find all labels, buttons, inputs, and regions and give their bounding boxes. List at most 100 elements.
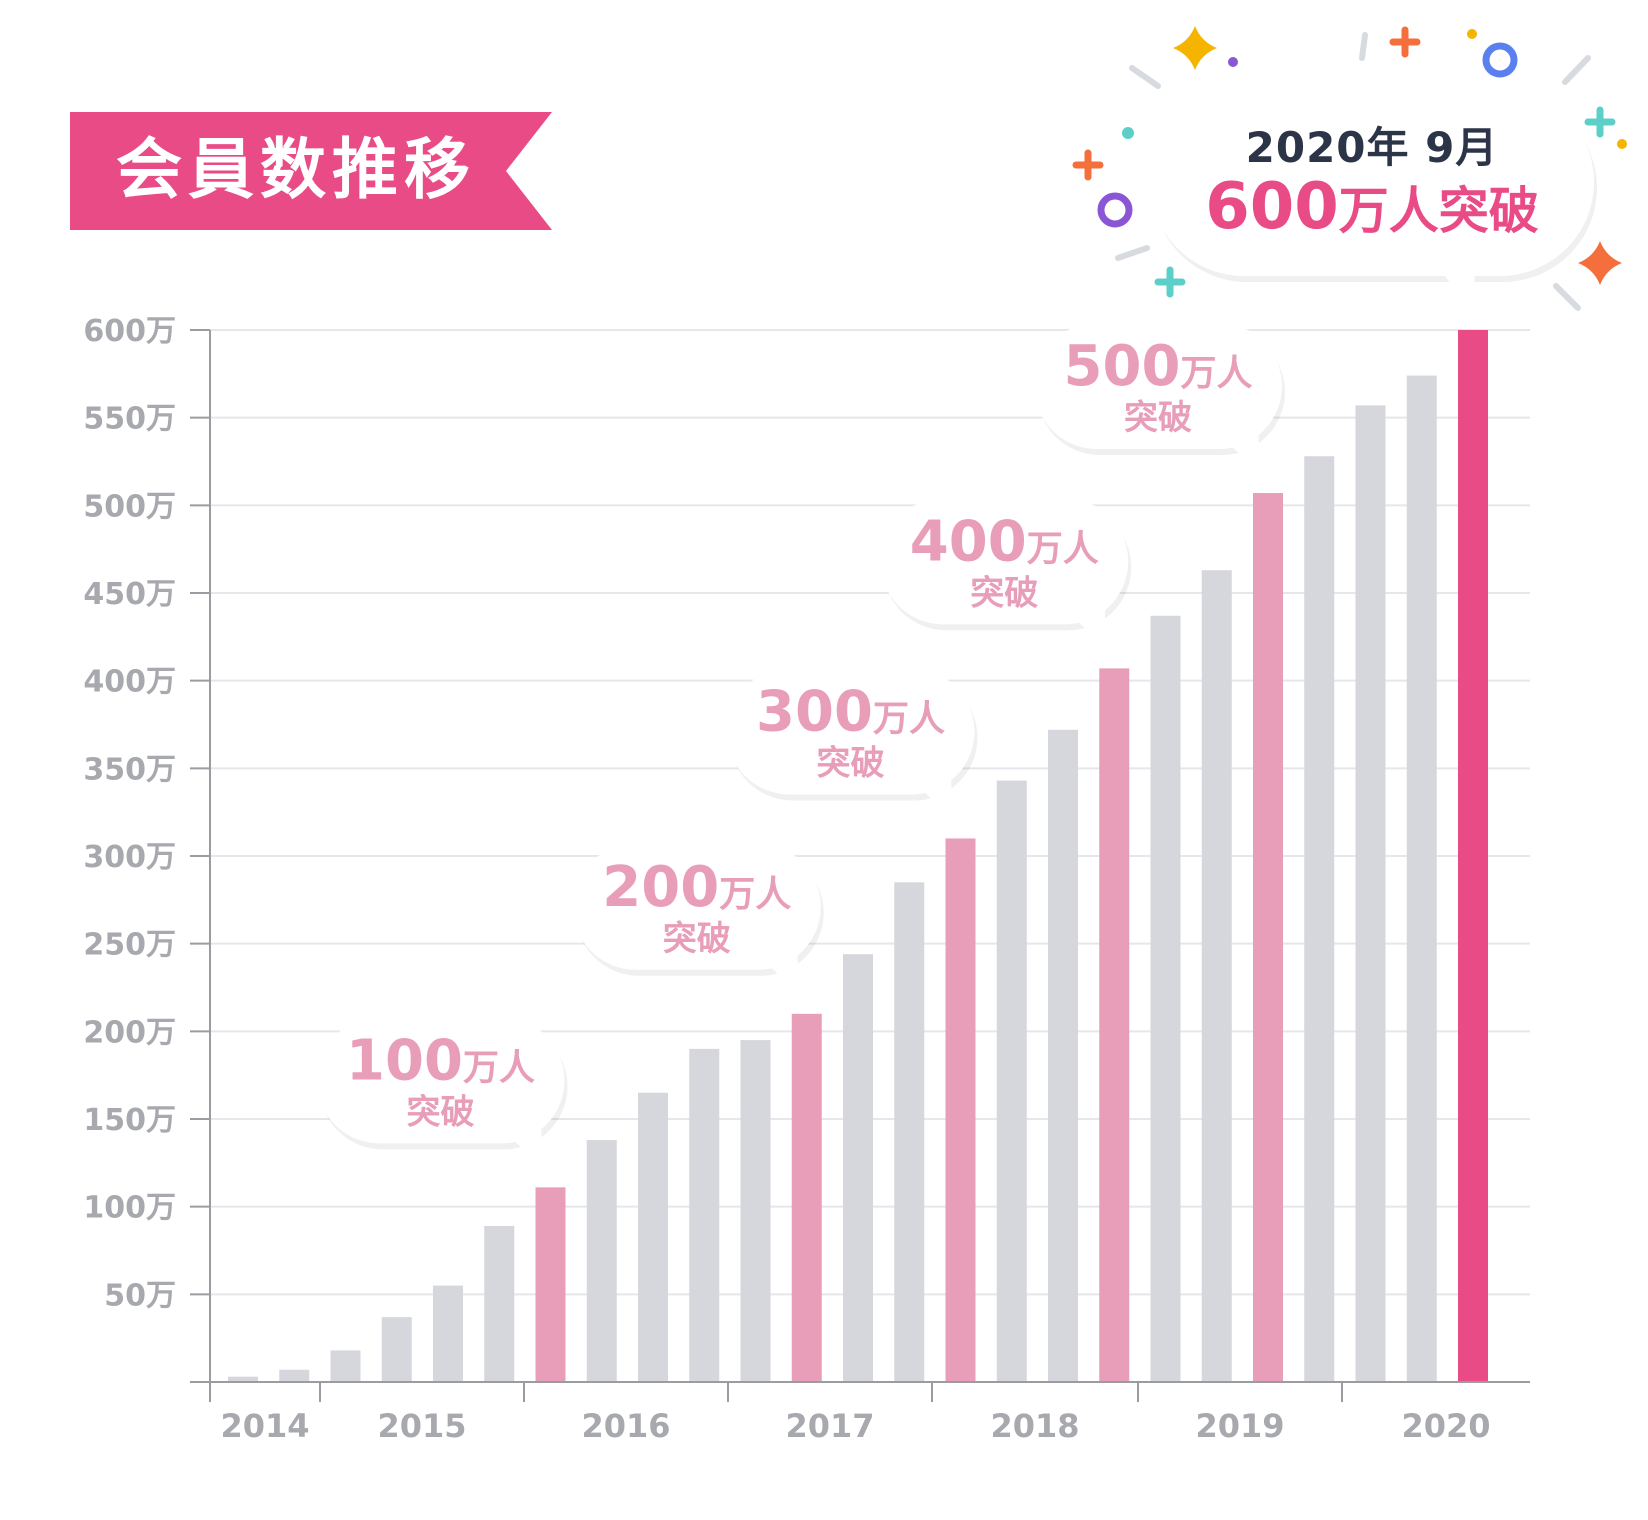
y-tick-label: 300万 [83, 840, 176, 875]
milestone-sublabel: 突破 [407, 1092, 475, 1132]
milestone-label: 200万人 [602, 855, 791, 920]
x-axis: 2014 2015 2016 2017 2018 2019 2020 [190, 1381, 1530, 1445]
bar [433, 1285, 463, 1382]
bar [689, 1048, 720, 1382]
headline-main: 600万人突破 [1150, 170, 1594, 244]
bar [638, 1092, 668, 1382]
bubble-body [726, 668, 975, 795]
x-tick-label: 2014 [220, 1407, 309, 1445]
headline-callout: 2020年 9月 600万人突破 [1150, 88, 1594, 276]
milestone-unit: 万人 [1027, 528, 1099, 569]
bar [1406, 375, 1437, 1382]
x-tick-label: 2017 [785, 1407, 874, 1445]
milestone-sublabel: 突破 [1124, 398, 1192, 438]
milestone-sublabel: 突破 [970, 573, 1038, 613]
milestone-number: 500 [1064, 334, 1181, 399]
dot-icon [1122, 127, 1134, 139]
milestone-label: 400万人 [910, 509, 1099, 574]
burst-line [1359, 32, 1368, 61]
bubble-body [1034, 323, 1282, 450]
x-tick-label: 2016 [581, 1407, 670, 1445]
y-tick-label: 100万 [83, 1191, 176, 1226]
ring-icon [1097, 192, 1133, 228]
y-tick-label: 200万 [83, 1015, 176, 1050]
y-tick-label: 600万 [83, 314, 176, 349]
bar [381, 1317, 412, 1382]
bar [484, 1225, 515, 1382]
milestone-unit: 万人 [719, 874, 791, 915]
dot-icon [1467, 29, 1477, 39]
burst-line [1115, 245, 1150, 261]
bar [1201, 570, 1232, 1382]
milestone-number: 400 [910, 509, 1027, 574]
dot-icon [1617, 139, 1627, 149]
headline-bubble-body [1150, 88, 1594, 276]
milestone-sublabel: 突破 [817, 743, 885, 783]
x-tick-label: 2019 [1195, 1407, 1284, 1445]
ring-icon [1482, 42, 1518, 78]
milestone-unit: 万人 [463, 1047, 535, 1088]
y-tick-label: 350万 [83, 752, 176, 787]
bubble-body [572, 843, 821, 970]
milestone-number: 200 [602, 855, 719, 920]
bar-milestone [535, 1187, 566, 1382]
y-axis: 50万 100万 150万 200万 250万 300万 350万 400万 450万 500万 5… [83, 314, 211, 1382]
burst-line [1553, 283, 1581, 311]
x-tick-label: 2020 [1401, 1407, 1490, 1445]
burst-line [1562, 55, 1591, 85]
plus-icon [1389, 26, 1421, 58]
headline-date: 2020年 9月 [1245, 123, 1499, 172]
bar [1150, 615, 1181, 1382]
y-tick-label: 50万 [104, 1278, 176, 1313]
bar [1355, 405, 1386, 1383]
bar [330, 1350, 361, 1382]
milestone-label: 100万人 [346, 1028, 535, 1093]
milestone-sublabel: 突破 [663, 919, 731, 959]
bars [228, 330, 1488, 1383]
bubble-body [316, 1017, 565, 1144]
headline-text: 万人突破 [1338, 182, 1539, 240]
bar [1304, 456, 1335, 1382]
bar-final [1458, 330, 1488, 1382]
sparkle-icon [1173, 26, 1217, 70]
milestone-label: 300万人 [756, 679, 945, 744]
headline-number: 600 [1205, 170, 1339, 244]
bar-milestone [791, 1013, 822, 1382]
milestone-label: 500万人 [1064, 334, 1253, 399]
plus-icon [1154, 266, 1186, 298]
title-banner: 会員数推移 [70, 112, 552, 230]
y-tick-label: 150万 [83, 1103, 176, 1138]
y-tick-label: 250万 [83, 928, 176, 963]
title-banner-shape [70, 112, 552, 230]
y-tick-label: 450万 [83, 577, 176, 612]
bar-milestone [945, 838, 976, 1382]
x-tick-label: 2015 [377, 1407, 466, 1445]
bubble-body [880, 498, 1129, 625]
bar-milestone [1099, 668, 1130, 1382]
dot-icon [1228, 57, 1238, 67]
plus-icon [1072, 149, 1104, 181]
y-tick-label: 550万 [83, 402, 176, 437]
plus-icon [1584, 106, 1616, 138]
sparkle-decorations [1072, 26, 1627, 311]
bar [740, 1040, 771, 1382]
milestone-unit: 万人 [1180, 353, 1252, 394]
bar [1048, 729, 1078, 1382]
bar [894, 882, 925, 1382]
milestone-number: 100 [346, 1028, 463, 1093]
bar [228, 1376, 258, 1382]
sparkle-icon [1578, 241, 1622, 285]
milestone-number: 300 [756, 679, 873, 744]
x-tick-label: 2018 [990, 1407, 1079, 1445]
burst-line [1129, 65, 1161, 89]
y-tick-label: 500万 [83, 489, 176, 524]
y-tick-label: 400万 [83, 665, 176, 700]
